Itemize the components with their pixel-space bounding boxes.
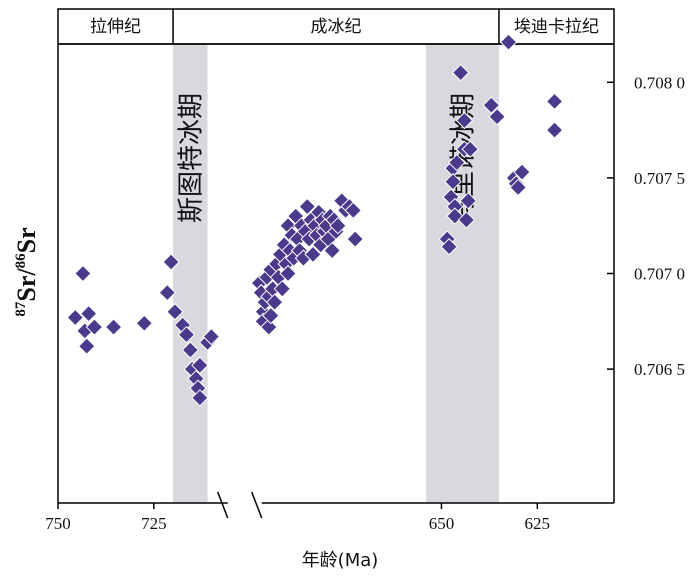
data-point-54 bbox=[304, 245, 322, 264]
period-label-2: 成冰纪 bbox=[311, 17, 362, 37]
x-axis-ticks: 750 725 650 625 bbox=[45, 503, 550, 533]
data-point-9 bbox=[158, 283, 176, 302]
x-tick-label-2: 725 bbox=[141, 514, 167, 533]
data-point-51 bbox=[298, 197, 316, 216]
period-label-1: 拉伸纪 bbox=[90, 17, 141, 37]
glacial-band-1 bbox=[173, 44, 208, 503]
data-point-5 bbox=[79, 304, 98, 323]
y-axis-ticks: 0.706 5 0.707 0 0.707 5 0.708 0 bbox=[607, 73, 685, 379]
x-tick-label-4: 625 bbox=[525, 514, 551, 533]
y-axis-title-text: 87Sr/86Sr bbox=[12, 227, 41, 316]
data-point-6 bbox=[85, 318, 104, 336]
data-point-94 bbox=[545, 121, 564, 139]
axis-break-mark-1 bbox=[217, 491, 229, 519]
axis-break-mark-2 bbox=[251, 491, 263, 519]
data-point-64 bbox=[323, 241, 341, 260]
data-point-8 bbox=[135, 314, 153, 332]
x-tick-label-1: 750 bbox=[45, 514, 71, 533]
data-point-89 bbox=[499, 33, 518, 51]
data-point-21 bbox=[202, 327, 221, 346]
data-point-10 bbox=[162, 253, 180, 271]
data-point-72 bbox=[346, 230, 364, 248]
data-point-95 bbox=[545, 92, 564, 111]
data-point-84 bbox=[457, 211, 476, 229]
data-point-33 bbox=[265, 293, 284, 311]
data-point-85 bbox=[459, 192, 477, 210]
data-point-71 bbox=[344, 201, 362, 220]
data-point-7 bbox=[104, 318, 123, 336]
data-point-14 bbox=[181, 341, 199, 359]
data-point-1 bbox=[66, 308, 84, 327]
y-tick-label-2: 0.707 0 bbox=[634, 265, 685, 284]
x-axis-title: 年龄(Ma) bbox=[302, 550, 379, 571]
period-label-3: 埃迪卡拉纪 bbox=[514, 17, 599, 37]
ylabel-superscript: 87 bbox=[13, 301, 29, 317]
data-point-77 bbox=[444, 172, 462, 191]
data-point-13 bbox=[177, 325, 196, 344]
data-point-4 bbox=[78, 337, 96, 355]
y-tick-label-3: 0.707 5 bbox=[634, 169, 685, 188]
data-point-80 bbox=[448, 153, 466, 172]
data-points bbox=[66, 33, 564, 407]
data-point-37 bbox=[273, 280, 292, 298]
plot-axes bbox=[57, 44, 615, 519]
data-point-18 bbox=[191, 389, 209, 407]
data-point-2 bbox=[74, 264, 92, 283]
data-point-74 bbox=[440, 238, 458, 256]
data-point-83 bbox=[455, 111, 474, 130]
y-axis-title: 87Sr/86Sr bbox=[12, 227, 41, 316]
data-point-19 bbox=[191, 356, 209, 375]
y-tick-label-4: 0.708 0 bbox=[634, 73, 685, 92]
data-point-81 bbox=[451, 63, 470, 82]
data-point-92 bbox=[509, 178, 527, 197]
data-point-88 bbox=[488, 107, 506, 126]
data-point-11 bbox=[166, 303, 184, 321]
data-point-28 bbox=[260, 318, 278, 336]
ylabel-superscript: 86 bbox=[13, 253, 29, 269]
data-point-67 bbox=[329, 216, 347, 235]
x-tick-label-3: 650 bbox=[429, 514, 455, 533]
y-tick-label-1: 0.706 5 bbox=[634, 360, 685, 379]
data-point-87 bbox=[482, 96, 501, 114]
data-point-31 bbox=[262, 306, 280, 325]
period-bar: 拉伸纪 成冰纪 埃迪卡拉纪 bbox=[57, 8, 615, 45]
glacial-label-1: 斯图特冰期 bbox=[176, 93, 206, 223]
data-point-86 bbox=[461, 140, 479, 158]
ylabel-text: Sr bbox=[12, 227, 41, 253]
data-point-93 bbox=[513, 163, 531, 181]
data-point-41 bbox=[279, 264, 297, 283]
ylabel-text: Sr/ bbox=[12, 268, 41, 302]
